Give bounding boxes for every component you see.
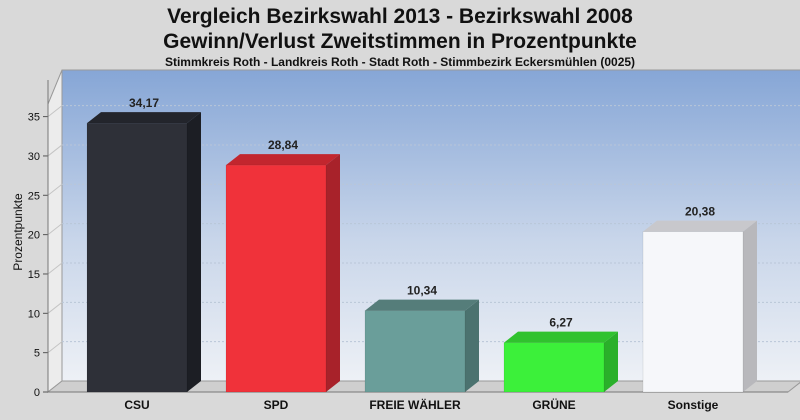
bar-side — [187, 112, 201, 393]
bar — [225, 164, 327, 393]
bar — [503, 342, 605, 393]
gridline-side — [47, 301, 63, 314]
data-label: 6,27 — [549, 316, 573, 330]
chart-subtitle: Gewinn/Verlust Zweitstimmen in Prozentpu… — [163, 30, 637, 53]
x-tick-label: GRÜNE — [532, 397, 575, 412]
y-axis-label: Prozentpunkte — [11, 193, 25, 271]
bar-top — [226, 154, 340, 166]
gridline-side — [47, 341, 63, 354]
gridline-side — [47, 223, 63, 236]
data-label: 10,34 — [407, 284, 437, 298]
gridline-side — [47, 105, 63, 117]
y-tick-label: 25 — [28, 190, 40, 202]
y-tick-label: 5 — [34, 348, 40, 360]
y-tick-label: 10 — [28, 308, 40, 320]
y-tick-label: 0 — [34, 387, 40, 399]
bar — [86, 122, 188, 393]
bar-side — [604, 331, 618, 392]
bar — [642, 231, 744, 393]
bar-top — [87, 112, 201, 124]
chart-caption: Stimmkreis Roth - Landkreis Roth - Stadt… — [164, 55, 636, 69]
y-tick-label: 30 — [28, 151, 40, 163]
y-tick-label: 15 — [28, 269, 40, 281]
bar-side — [465, 299, 479, 392]
y-tick-label: 35 — [28, 112, 40, 124]
gridline-side — [47, 262, 63, 275]
gridline-side — [47, 144, 63, 157]
bar-top — [365, 299, 479, 311]
x-tick-label: FREIE WÄHLER — [369, 397, 461, 412]
gridline-side — [47, 183, 63, 196]
data-label: 20,38 — [685, 205, 715, 219]
data-label: 28,84 — [268, 138, 298, 152]
x-tick-label: CSU — [124, 398, 149, 412]
y-tick-label: 20 — [28, 230, 40, 242]
x-tick-label: SPD — [264, 398, 289, 412]
chart-title: Vergleich Bezirkswahl 2013 - Bezirkswahl… — [167, 5, 633, 28]
x-tick-label: Sonstige — [668, 398, 719, 412]
bar-top — [643, 220, 757, 232]
bar-side — [326, 154, 340, 392]
bar-side — [743, 220, 757, 392]
bar-top — [504, 331, 618, 343]
bar — [364, 310, 466, 393]
data-label: 34,17 — [129, 96, 159, 110]
